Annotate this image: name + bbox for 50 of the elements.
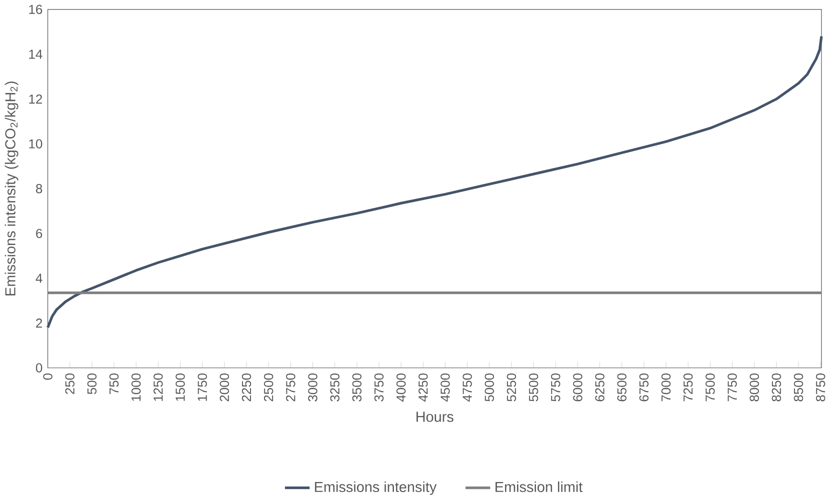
x-tick-label: 6000 bbox=[573, 374, 582, 402]
y-axis-title: Emissions intensity (kgCO$_{2}$/kgH$_{2}$) bbox=[4, 82, 18, 296]
x-tick-label: 0 bbox=[43, 374, 52, 380]
y-tick-label: 16 bbox=[29, 4, 42, 14]
x-tick-label: 4500 bbox=[440, 374, 450, 402]
x-tick-label: 1750 bbox=[198, 374, 207, 401]
x-tick-label: 6750 bbox=[639, 374, 649, 402]
x-tick-label: 7000 bbox=[661, 374, 671, 402]
y-tick-label: 12 bbox=[29, 94, 42, 104]
y-tick-label: 2 bbox=[36, 318, 42, 328]
x-tick-label: 5750 bbox=[551, 374, 560, 402]
x-tick-label: 6500 bbox=[617, 374, 626, 402]
x-tick-label: 1000 bbox=[131, 374, 141, 401]
x-tick-label: 250 bbox=[65, 374, 74, 394]
x-tick-label: 3750 bbox=[374, 374, 384, 402]
x-tick-label: 2500 bbox=[264, 374, 274, 402]
x-tick-label: 6250 bbox=[595, 374, 604, 402]
y-tick-label: 8 bbox=[36, 184, 42, 194]
legend-label: Emissions intensity bbox=[314, 482, 437, 495]
x-tick-label: 8000 bbox=[750, 374, 759, 402]
y-tick-label: 6 bbox=[36, 228, 42, 238]
x-tick-label: 4000 bbox=[396, 374, 406, 402]
x-tick-label: 1250 bbox=[154, 374, 163, 401]
x-axis-title: Hours bbox=[416, 412, 454, 422]
x-tick-label: 5500 bbox=[528, 374, 538, 402]
x-tick-label: 8250 bbox=[772, 374, 782, 402]
x-tick-label: 4750 bbox=[462, 374, 472, 402]
y-tick-label: 10 bbox=[29, 139, 42, 149]
line-series bbox=[46, 35, 823, 329]
y-tick-label: 0 bbox=[36, 363, 42, 373]
x-tick-label: 3250 bbox=[330, 374, 340, 402]
x-tick-label: 7250 bbox=[683, 374, 693, 402]
x-tick-label: 500 bbox=[87, 374, 97, 394]
y-tick-label: 4 bbox=[36, 274, 42, 283]
x-tick-label: 2000 bbox=[220, 374, 230, 402]
x-tick-label: 1500 bbox=[176, 374, 185, 401]
x-tick-label: 3500 bbox=[352, 374, 362, 402]
x-tick-label: 8750 bbox=[816, 374, 826, 402]
y-tick-label: 14 bbox=[29, 50, 42, 59]
x-tick-label: 7750 bbox=[728, 374, 737, 402]
x-tick-label: 7500 bbox=[706, 374, 715, 402]
x-tick-label: 750 bbox=[109, 374, 119, 394]
x-tick-label: 5000 bbox=[484, 374, 494, 402]
x-tick-label: 2750 bbox=[286, 374, 296, 402]
x-tick-label: 4250 bbox=[418, 374, 428, 402]
x-tick-label: 5250 bbox=[506, 374, 516, 402]
x-tick-label: 3000 bbox=[308, 374, 318, 402]
legend-label: Emission limit bbox=[496, 482, 583, 492]
x-tick-label: 2250 bbox=[242, 374, 252, 402]
x-tick-label: 8500 bbox=[794, 374, 804, 402]
